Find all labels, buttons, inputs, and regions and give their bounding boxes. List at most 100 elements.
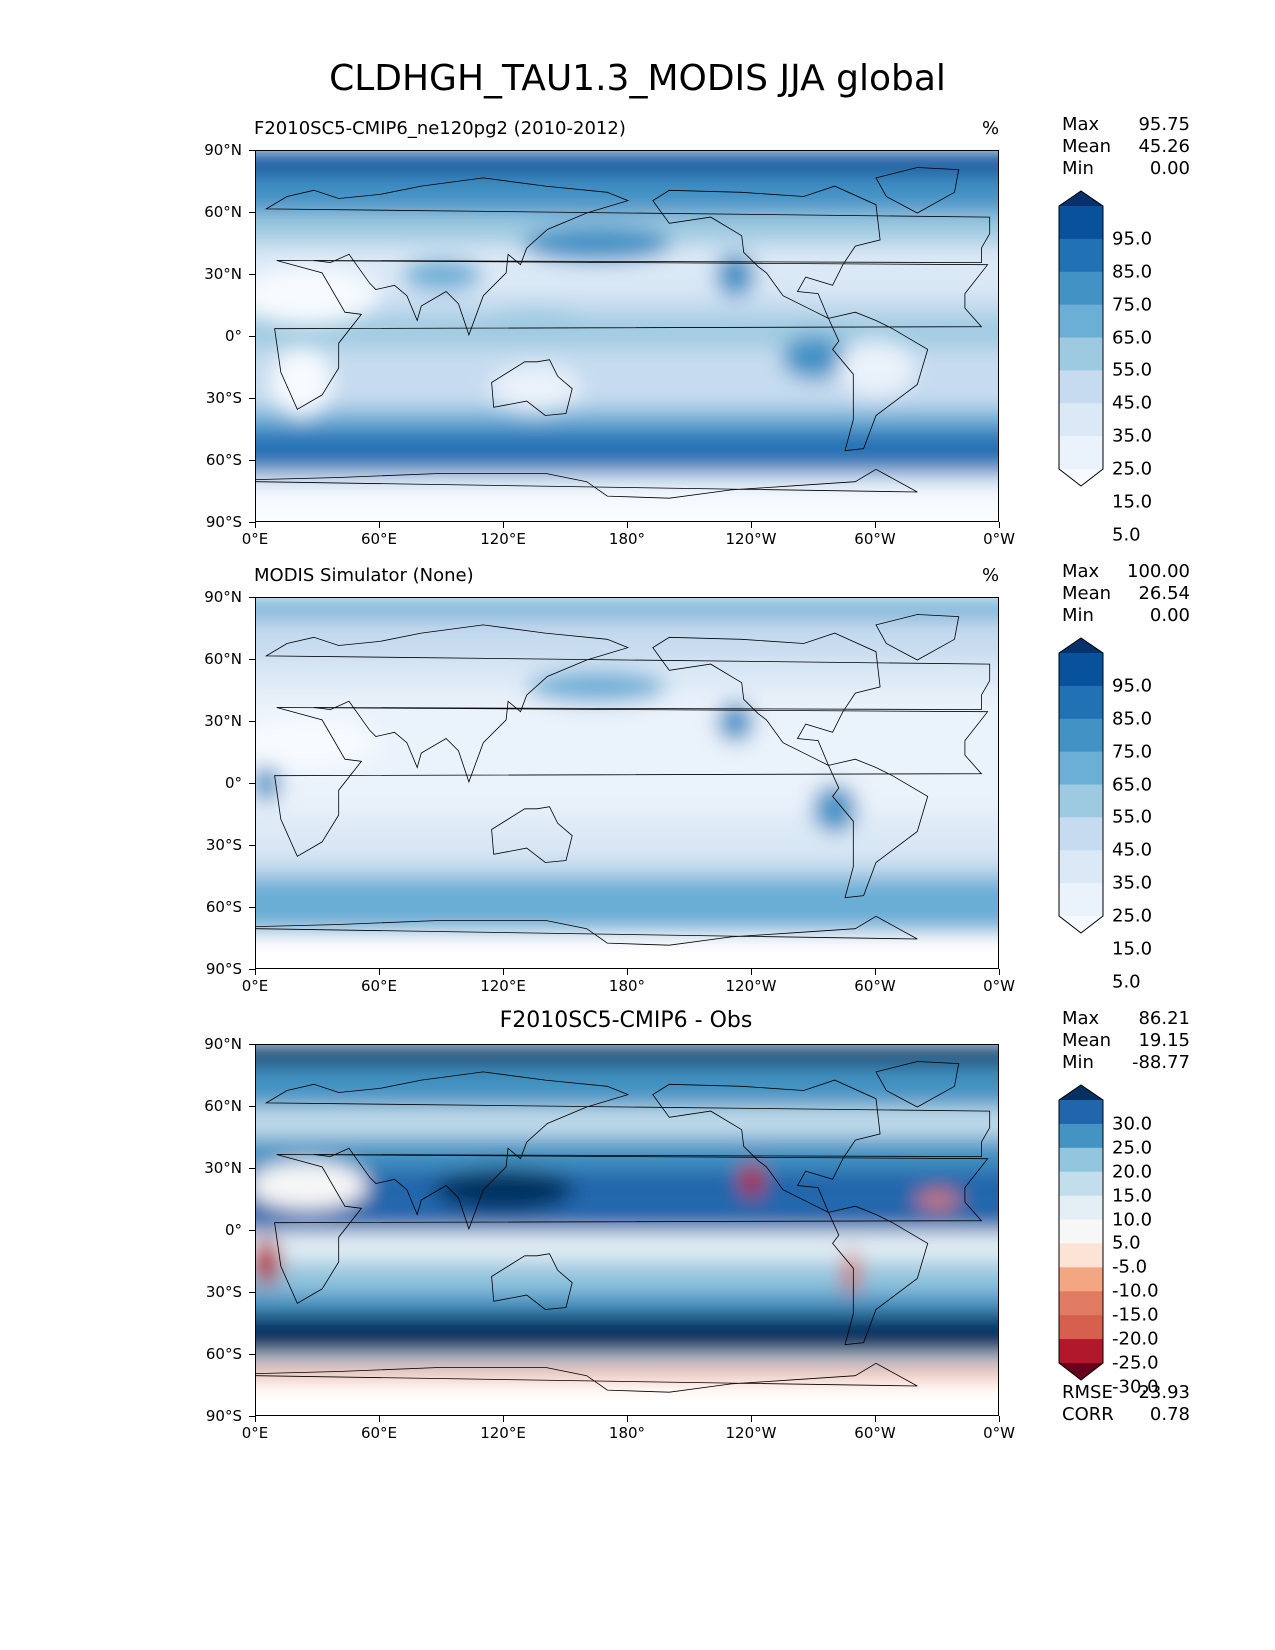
longitude-tick-mark (503, 1416, 504, 1422)
latitude-tick-label: 60°S (205, 1345, 242, 1363)
australia-clear-region (490, 364, 580, 413)
metric-row: CORR 0.78 (1062, 1404, 1190, 1426)
colorbar-tick-label: -25.0 (1112, 1352, 1159, 1374)
latitude-tick-mark (249, 969, 255, 970)
latitude-tick-mark (249, 522, 255, 523)
latitude-tick-mark (249, 398, 255, 399)
atlantic-negative-region (916, 1192, 960, 1208)
colorbar-segment (1059, 304, 1103, 338)
coastline-australia (491, 359, 573, 416)
longitude-tick-label: 0°E (241, 977, 269, 995)
metric-label: RMSE (1062, 1382, 1113, 1403)
latitude-tick-label: 60°S (205, 898, 242, 916)
colorbar-segment (1059, 1171, 1103, 1197)
longitude-tick-mark (379, 969, 380, 975)
longitude-tick-label: 120°E (480, 1424, 526, 1442)
colorbar-segment (1059, 850, 1103, 884)
colorbar-segment (1059, 751, 1103, 785)
colorbar-tick-label: 55.0 (1112, 359, 1153, 381)
colorbar-segment (1059, 1339, 1103, 1364)
stat-value: 100.00 (1127, 561, 1190, 582)
stat-row: Max 100.00 (1062, 561, 1190, 583)
colorbar-segment (1059, 1147, 1103, 1173)
tropical-east-pacific-region (782, 335, 846, 380)
colorbar-outline (1058, 637, 1104, 934)
stat-label: Mean (1062, 1030, 1112, 1051)
latitude-tick-mark (249, 274, 255, 275)
colorbar-tick-label: -15.0 (1112, 1304, 1159, 1326)
longitude-tick-label: 60°E (360, 1424, 398, 1442)
colorbar-segment (1059, 1219, 1103, 1244)
longitude-tick-mark (875, 1416, 876, 1422)
figure-title: CLDHGH_TAU1.3_MODIS JJA global (329, 58, 946, 99)
colorbar-tick-label: 25.0 (1112, 458, 1153, 480)
latitude-tick-mark (249, 1230, 255, 1231)
colorbar-segment (1059, 685, 1103, 720)
latitude-tick-mark (249, 1292, 255, 1293)
stat-row: Max 95.75 (1062, 114, 1190, 136)
colorbar-segment (1059, 653, 1103, 687)
longitude-tick-mark (627, 1416, 628, 1422)
stat-value: 26.54 (1138, 583, 1190, 604)
colorbar-segment (1059, 817, 1103, 851)
north-pacific-cloud-region (522, 226, 672, 262)
colorbar-extend-min (1059, 916, 1103, 933)
peru-cloud-region (812, 784, 857, 833)
longitude-tick-mark (875, 522, 876, 528)
stat-row: Min -88.77 (1062, 1052, 1190, 1074)
coastline-antarctica-line (256, 468, 918, 499)
cloud-field-layer (256, 598, 998, 968)
colorbar (1058, 637, 1104, 934)
colorbar-segment (1059, 784, 1103, 818)
longitude-tick-mark (875, 969, 876, 975)
colorbar-tick-label: 15.0 (1112, 938, 1153, 960)
panel-units: % (982, 565, 1000, 586)
colorbar-tick-label: 55.0 (1112, 806, 1153, 828)
latitude-tick-label: 30°S (205, 1283, 242, 1301)
colorbar-segment (1059, 238, 1103, 273)
colorbar-segment (1059, 1243, 1103, 1268)
longitude-tick-label: 180° (608, 530, 646, 548)
latitude-tick-label: 60°N (204, 650, 242, 668)
longitude-tick-mark (627, 969, 628, 975)
longitude-tick-mark (999, 522, 1000, 528)
colorbar-outline (1058, 1084, 1104, 1381)
colorbar-tick-label: 85.0 (1112, 708, 1153, 730)
longitude-tick-label: 0°W (983, 1424, 1015, 1442)
latitude-tick-label: 0° (224, 1221, 242, 1239)
colorbar-extend-max (1059, 1085, 1103, 1100)
latitude-tick-mark (249, 336, 255, 337)
longitude-tick-mark (751, 969, 752, 975)
panel-stats: Max 95.75 Mean 45.26 Min 0.00 (1062, 114, 1190, 180)
longitude-tick-label: 120°E (480, 977, 526, 995)
panel-stats: Max 86.21 Mean 19.15 Min -88.77 (1062, 1008, 1190, 1074)
colorbar-tick-label: -10.0 (1112, 1280, 1159, 1302)
warm-pool-region (475, 308, 595, 345)
south-america-clear-region (838, 340, 914, 396)
panel-metrics: RMSE 23.93 CORR 0.78 (1062, 1382, 1190, 1426)
colorbar-tick-label: 5.0 (1112, 971, 1141, 993)
colorbar-extend-max (1059, 191, 1103, 206)
metric-value: 23.93 (1138, 1382, 1190, 1403)
east-pacific-cloud-region (717, 702, 754, 742)
panel-units: % (982, 118, 1000, 139)
latitude-tick-label: 30°N (204, 265, 242, 283)
latitude-tick-mark (249, 721, 255, 722)
latitude-tick-label: 0° (224, 327, 242, 345)
longitude-tick-mark (379, 1416, 380, 1422)
colorbar-tick-label: 45.0 (1112, 392, 1153, 414)
metric-value: 0.78 (1149, 1404, 1190, 1425)
stat-label: Max (1062, 114, 1100, 135)
coastline-north-america (652, 632, 881, 767)
coastline-north-america (652, 185, 881, 320)
colorbar-tick-label: 5.0 (1112, 1232, 1141, 1254)
coastline-eurasia (264, 624, 991, 784)
latitude-tick-label: 90°N (204, 588, 242, 606)
colorbar-segment (1059, 436, 1103, 470)
stat-value: 86.21 (1138, 1008, 1190, 1029)
colorbar-tick-label: 25.0 (1112, 905, 1153, 927)
colorbar-segment (1059, 718, 1103, 753)
map-plot-area (255, 150, 999, 522)
latitude-tick-label: 60°N (204, 1097, 242, 1115)
map-svg (256, 598, 998, 968)
